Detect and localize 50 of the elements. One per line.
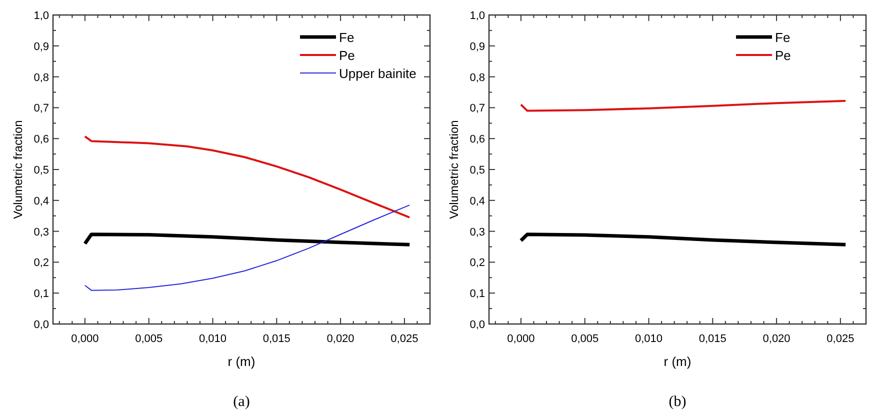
y-tick-label: 0,5: [34, 164, 49, 176]
y-tick-label: 0,8: [34, 72, 49, 84]
line-series: [520, 100, 847, 112]
x-tick-label: 0,010: [198, 333, 227, 345]
y-tick-label: 0,8: [470, 72, 485, 84]
x-tick-label: 0,015: [262, 333, 290, 345]
y-tick-label: 0,9: [34, 40, 49, 53]
line-series: [83, 232, 412, 246]
y-tick-label: 1,0: [34, 10, 49, 22]
x-tick-label: 0,020: [762, 333, 790, 345]
legend-label: Upper bainite: [339, 66, 416, 81]
x-tick-label: 0,005: [571, 333, 599, 345]
x-tick-label: 0,020: [326, 333, 354, 345]
legend-label: Fe: [775, 30, 790, 45]
text: (b): [668, 394, 686, 410]
y-tick-label: 0,4: [34, 195, 49, 208]
x-tick-label: 0,010: [634, 333, 663, 345]
legend-label: Pe: [775, 48, 791, 63]
legend-label: Fe: [339, 30, 354, 45]
y-tick-label: 0,2: [34, 257, 49, 270]
y-tick-label: 0,4: [470, 195, 485, 208]
x-tick-label: 0,000: [507, 333, 535, 345]
y-tick-label: 0,1: [470, 288, 485, 300]
y-tick-label: 1,0: [470, 10, 485, 22]
y-tick-label: 0,2: [470, 257, 485, 270]
x-tick-label: 0,000: [71, 333, 99, 345]
line-series: [519, 232, 848, 246]
y-tick-label: 0,0: [470, 319, 485, 331]
y-tick-label: 0,3: [34, 226, 49, 238]
x-tick-label: 0,025: [826, 333, 854, 345]
y-tick-label: 0,6: [470, 134, 485, 146]
text: (a): [233, 394, 250, 410]
y-tick-label: 0,9: [470, 40, 485, 53]
x-tick-label: 0,015: [698, 333, 726, 345]
y-tick-label: 0,5: [470, 164, 485, 176]
y-tick-label: 0,7: [34, 102, 49, 115]
legend-label: Pe: [339, 48, 355, 63]
x-tick-label: 0,005: [135, 333, 163, 345]
y-axis-title: Volumetric fraction: [11, 120, 25, 219]
y-tick-label: 0,3: [470, 226, 485, 238]
y-tick-label: 0,6: [34, 134, 49, 146]
line-series: [84, 204, 410, 291]
y-tick-label: 0,7: [470, 102, 485, 115]
x-axis-title: r (m): [228, 354, 256, 369]
x-tick-label: 0,025: [390, 333, 418, 345]
y-tick-label: 0,1: [34, 288, 49, 300]
x-axis-title: r (m): [664, 354, 692, 369]
line-series: [84, 135, 411, 218]
y-tick-label: 0,0: [34, 319, 49, 331]
y-axis-title: Volumetric fraction: [447, 120, 461, 219]
